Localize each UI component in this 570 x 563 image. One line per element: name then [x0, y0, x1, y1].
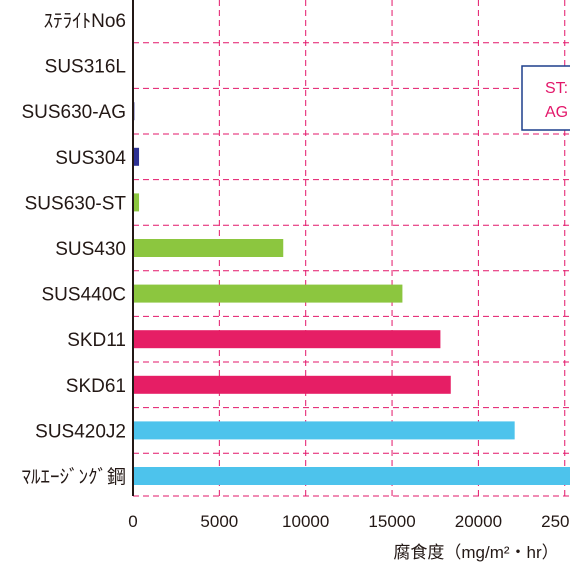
x-tick-label: 25000	[541, 512, 570, 531]
bar	[133, 421, 515, 440]
category-label: SUS304	[55, 148, 126, 169]
legend-text-line-2: AG	[545, 104, 568, 121]
bar	[133, 467, 570, 485]
category-label: SUS440C	[42, 285, 127, 306]
category-label: SKD61	[66, 376, 126, 397]
category-label: ｽﾃﾗｲﾄNo6	[44, 11, 126, 32]
legend: ST: AG	[521, 65, 570, 131]
category-label: ﾏﾙｴｰｼﾞﾝｸﾞ鋼	[21, 466, 126, 488]
x-tick-label: 15000	[368, 512, 415, 531]
legend-text-line-1: ST:	[545, 80, 568, 97]
category-label: SKD11	[67, 330, 126, 351]
category-label: SUS630-ST	[25, 193, 127, 214]
bar	[133, 239, 284, 257]
category-label: SUS430	[55, 239, 126, 260]
x-tick-label: 5000	[200, 512, 238, 531]
category-label: SUS420J2	[35, 421, 126, 442]
x-tick-label: 10000	[282, 512, 329, 531]
grid-lines	[133, 0, 570, 497]
legend-box	[521, 65, 570, 131]
x-tick-labels: 0 5000 10000 15000 20000 25000	[128, 512, 570, 531]
bar	[133, 147, 140, 166]
x-tick-label: 0	[128, 512, 137, 531]
x-axis-title: 腐食度（mg/m²・hr）	[393, 543, 558, 562]
bar	[133, 375, 451, 394]
bar	[133, 330, 441, 349]
x-tick-label: 20000	[455, 512, 502, 531]
bar	[133, 193, 140, 212]
bar	[133, 284, 403, 303]
category-label: SUS630-AG	[21, 102, 126, 123]
category-label: SUS316L	[45, 57, 126, 78]
bars	[133, 102, 570, 485]
category-labels: ｽﾃﾗｲﾄNo6 SUS316L SUS630-AG SUS304 SUS630-ST S…	[21, 11, 126, 488]
